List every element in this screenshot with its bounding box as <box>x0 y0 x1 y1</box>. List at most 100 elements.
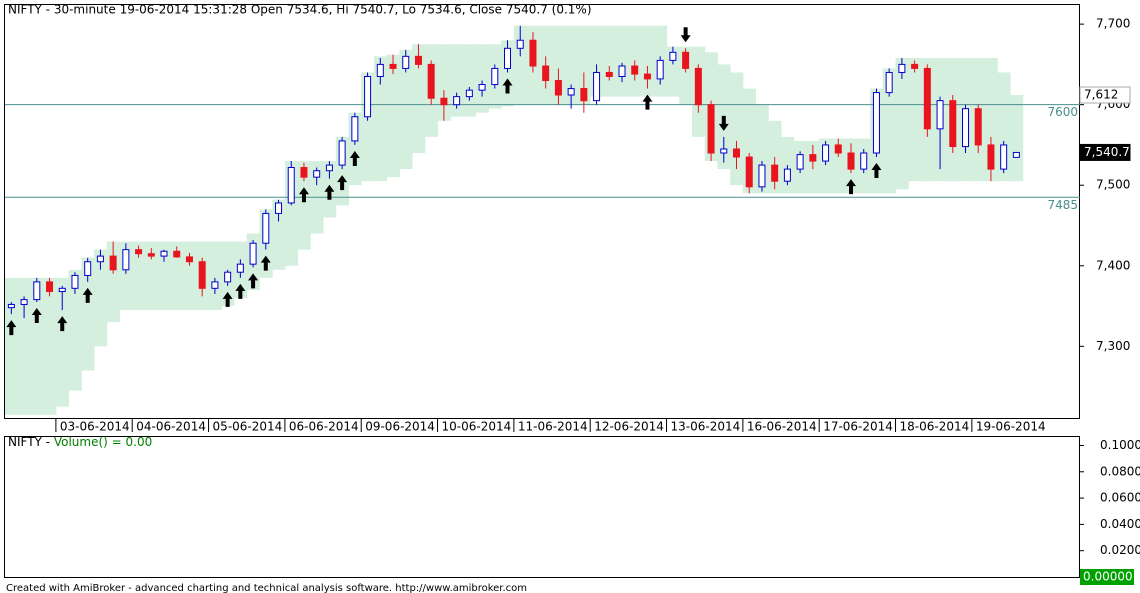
candle-body <box>46 281 54 293</box>
candle-body <box>160 250 168 257</box>
cloud-band <box>68 269 82 391</box>
candle-body <box>707 104 715 154</box>
cloud-band <box>5 277 19 415</box>
buy-arrow <box>502 78 513 94</box>
candle-body <box>643 73 651 80</box>
y-tick-label: 0.0400 <box>1100 517 1140 531</box>
pane-title: NIFTY - Volume() = 0.00 <box>8 435 152 449</box>
buy-arrow <box>337 175 348 191</box>
cloud-band <box>43 277 57 415</box>
buy-arrow <box>57 316 68 332</box>
candle-body <box>1000 144 1008 170</box>
x-tick-label: 03-06-2014 <box>60 420 130 434</box>
candle-body <box>109 255 117 271</box>
candle-body <box>885 71 893 94</box>
candle-body <box>71 274 79 289</box>
candle-body <box>847 152 855 170</box>
candle-body <box>516 39 524 49</box>
price-marker-box <box>1079 86 1131 104</box>
candle-body <box>211 281 219 289</box>
x-tick-label: 04-06-2014 <box>136 420 206 434</box>
candle-body <box>402 55 410 69</box>
candle-body <box>7 303 15 309</box>
candle-body <box>529 39 537 67</box>
candle-body <box>694 67 702 106</box>
y-tick-label: 7,300 <box>1096 339 1130 353</box>
cloud-band <box>94 249 108 347</box>
cloud-band <box>17 277 31 415</box>
volume-pane <box>4 436 1080 578</box>
x-tick-label: 09-06-2014 <box>365 420 435 434</box>
indicator-label: Volume() = 0.00 <box>54 435 152 449</box>
cloud-band <box>208 241 222 311</box>
candle-body <box>389 63 397 69</box>
cloud-band <box>386 54 400 178</box>
candle-body <box>465 89 473 98</box>
candle-body <box>173 250 181 258</box>
candle-body <box>313 170 321 178</box>
candle-body <box>185 256 193 263</box>
x-tick-label: 06-06-2014 <box>289 420 359 434</box>
cloud-band <box>475 44 489 113</box>
candle-body <box>682 51 690 69</box>
candle-body <box>593 71 601 102</box>
cloud-band <box>615 25 629 97</box>
candle-body <box>949 100 957 148</box>
candle-body <box>974 108 982 146</box>
candle-body <box>923 67 931 130</box>
cloud-band <box>157 241 171 311</box>
cloud-band <box>399 49 413 170</box>
cloud-band <box>373 56 388 182</box>
cloud-band <box>895 57 909 190</box>
candle-body <box>427 63 435 99</box>
cloud-band <box>564 25 578 105</box>
candle-body <box>33 281 41 301</box>
candle-body <box>733 148 741 158</box>
candle-body <box>962 108 970 148</box>
level-label: 7600 <box>1047 105 1078 119</box>
x-tick-label: 13-06-2014 <box>671 420 741 434</box>
cloud-band <box>132 241 146 311</box>
cloud-band <box>30 277 44 415</box>
candle-body <box>84 261 92 276</box>
buy-arrow <box>298 187 309 203</box>
y-tick-label: 0.1000 <box>1100 438 1140 452</box>
y-tick-label: 0.0800 <box>1100 464 1140 478</box>
candle-body <box>364 75 372 118</box>
candle-body <box>491 67 499 86</box>
x-tick-label: 19-06-2014 <box>976 420 1046 434</box>
candle-body <box>376 63 384 77</box>
candle-body <box>745 156 753 188</box>
candle-body <box>440 97 448 106</box>
buy-arrow <box>642 94 653 110</box>
candle-body <box>122 249 130 271</box>
y-tick-label: 7,400 <box>1096 258 1130 272</box>
level-label: 7485 <box>1047 198 1078 212</box>
buy-arrow <box>235 283 246 299</box>
candle-body <box>198 261 206 289</box>
cloud-band <box>908 57 922 182</box>
candle-body <box>567 88 575 96</box>
buy-arrow <box>260 255 271 271</box>
buy-arrow <box>846 179 857 195</box>
candle-body <box>300 167 308 178</box>
candle-body <box>860 152 868 170</box>
cloud-band <box>170 241 184 311</box>
plot-layer <box>5 25 1024 415</box>
candle-body <box>1012 151 1020 158</box>
candle-body <box>771 164 779 182</box>
sell-arrow <box>718 115 729 131</box>
x-tick-label: 16-06-2014 <box>747 420 817 434</box>
candle-body <box>224 271 232 283</box>
candle-body <box>478 84 486 91</box>
candle-body <box>898 63 906 73</box>
price-marker-label: 7,540.7 <box>1084 145 1130 159</box>
candle-body <box>58 287 66 293</box>
cloud-band <box>462 44 477 117</box>
candle-body <box>338 140 346 166</box>
cloud-band <box>412 44 426 154</box>
cloud-band <box>1010 95 1024 182</box>
candle-body <box>605 71 613 77</box>
candle-body <box>147 253 155 257</box>
